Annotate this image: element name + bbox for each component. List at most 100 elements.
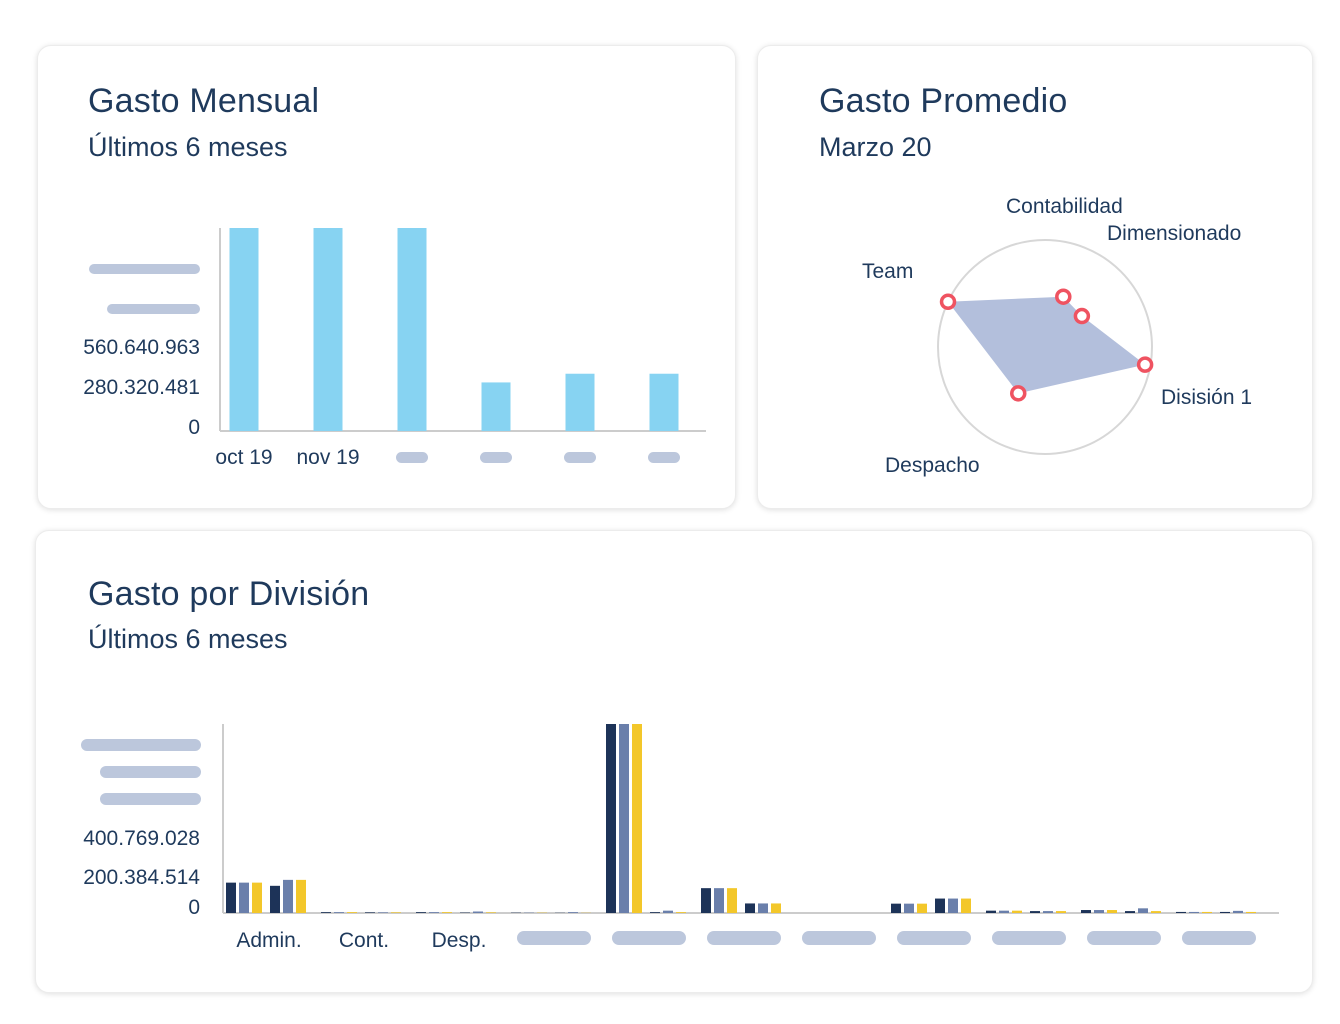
monthly-card-title: Gasto Mensual: [88, 82, 320, 120]
x-tick-placeholder: [897, 931, 971, 945]
y-tick-placeholder: [100, 793, 201, 805]
division-bar: [632, 724, 642, 913]
x-tick-placeholder: [802, 931, 876, 945]
y-tick-label: 200.384.514: [83, 866, 200, 889]
division-bar: [1176, 911, 1186, 913]
division-bar: [378, 912, 388, 913]
x-tick-placeholder: [992, 931, 1066, 945]
division-bar: [904, 903, 914, 913]
x-tick-placeholder: [707, 931, 781, 945]
radar-point: [1010, 385, 1027, 402]
division-bar: [365, 912, 375, 913]
monthly-bar-chart: 560.640.963 280.320.481 0 oct 19 nov 19: [83, 228, 706, 469]
monthly-bar: [649, 373, 679, 431]
radar-axis-label: Contabilidad: [1006, 195, 1123, 218]
radar-axis-label: Dimensionado: [1107, 222, 1241, 245]
division-bar: [758, 903, 768, 913]
x-tick-placeholder: [1087, 931, 1161, 945]
division-bar: [391, 912, 401, 913]
monthly-bar: [397, 228, 427, 431]
division-bar: [347, 912, 357, 913]
division-bar: [1081, 910, 1091, 913]
division-bar: [714, 888, 724, 913]
division-bar: [999, 910, 1009, 913]
division-bar: [891, 903, 901, 913]
monthly-bar: [229, 228, 259, 431]
division-bar: [1202, 911, 1212, 913]
division-bar: [1138, 908, 1148, 913]
x-tick-placeholder: [564, 452, 596, 463]
division-bar: [961, 898, 971, 913]
radar-point: [1136, 356, 1154, 373]
division-bar: [650, 912, 660, 913]
x-tick-label: Desp.: [432, 929, 487, 952]
x-tick-placeholder: [648, 452, 680, 463]
division-bar: [429, 912, 439, 913]
radar-axis-label: Disisión 1: [1161, 386, 1252, 409]
y-tick-placeholder: [81, 739, 201, 751]
division-bar: [252, 882, 262, 913]
division-bar: [1125, 911, 1135, 913]
division-bar: [771, 903, 781, 913]
division-bar-chart: 400.769.028 200.384.514 0 Admin. Cont. Desp.: [81, 724, 1279, 952]
division-bar: [296, 879, 306, 913]
y-tick-placeholder: [89, 264, 200, 274]
division-bar: [239, 882, 249, 913]
division-card-title: Gasto por División: [88, 575, 370, 613]
division-bar: [1189, 911, 1199, 913]
division-bar: [1012, 910, 1022, 913]
division-bar: [1030, 911, 1040, 913]
x-tick-label: Admin.: [236, 929, 301, 952]
division-bar: [270, 885, 280, 913]
division-bar: [986, 910, 996, 913]
division-bar: [606, 724, 616, 913]
x-tick-label: nov 19: [296, 446, 359, 469]
division-card-subtitle: Últimos 6 meses: [88, 624, 288, 654]
division-bar: [1094, 910, 1104, 913]
division-bar: [486, 912, 496, 913]
division-bar: [1246, 911, 1256, 913]
division-bar: [948, 898, 958, 913]
division-bar: [1056, 911, 1066, 913]
division-bar: [226, 882, 236, 913]
monthly-bar: [481, 382, 511, 431]
division-bar: [321, 912, 331, 913]
average-card-title: Gasto Promedio: [819, 82, 1068, 120]
division-bar: [1233, 910, 1243, 913]
monthly-bar: [313, 228, 343, 431]
radar-area: [948, 296, 1146, 394]
radar-axis-label: Despacho: [885, 454, 980, 477]
y-tick-label: 560.640.963: [83, 336, 200, 359]
division-bar: [727, 888, 737, 913]
y-tick-label: 0: [188, 896, 200, 919]
x-tick-placeholder: [612, 931, 686, 945]
division-bar: [619, 724, 629, 913]
division-bar: [663, 910, 673, 913]
division-bar: [701, 888, 711, 913]
division-bar: [917, 903, 927, 913]
division-bar: [568, 912, 578, 913]
average-radar-chart: Contabilidad Dimensionado Disisión 1 Despac…: [862, 195, 1252, 477]
x-tick-placeholder: [1182, 931, 1256, 945]
division-bar: [442, 912, 452, 913]
division-bar: [473, 911, 483, 913]
y-tick-label: 280.320.481: [83, 376, 200, 399]
monthly-spend-card: Gasto Mensual Últimos 6 meses 560.640.96…: [37, 45, 736, 509]
average-card-subtitle: Marzo 20: [819, 132, 932, 162]
y-tick-label: 400.769.028: [83, 827, 200, 850]
division-bar: [935, 898, 945, 913]
division-bar: [334, 912, 344, 913]
average-spend-card: Gasto Promedio Marzo 20 Contabilidad Dime…: [757, 45, 1313, 509]
y-tick-placeholder: [107, 304, 200, 314]
radar-point: [939, 293, 957, 311]
radar-point: [1055, 288, 1072, 305]
division-bar: [416, 912, 426, 913]
x-tick-placeholder: [517, 931, 591, 945]
division-bar: [1151, 911, 1161, 913]
radar-outline: [937, 239, 1153, 455]
monthly-card-subtitle: Últimos 6 meses: [88, 132, 288, 162]
division-bar: [745, 903, 755, 913]
radar-axis-label: Team: [862, 260, 913, 283]
division-bar: [1220, 911, 1230, 913]
y-tick-label: 0: [188, 416, 200, 439]
